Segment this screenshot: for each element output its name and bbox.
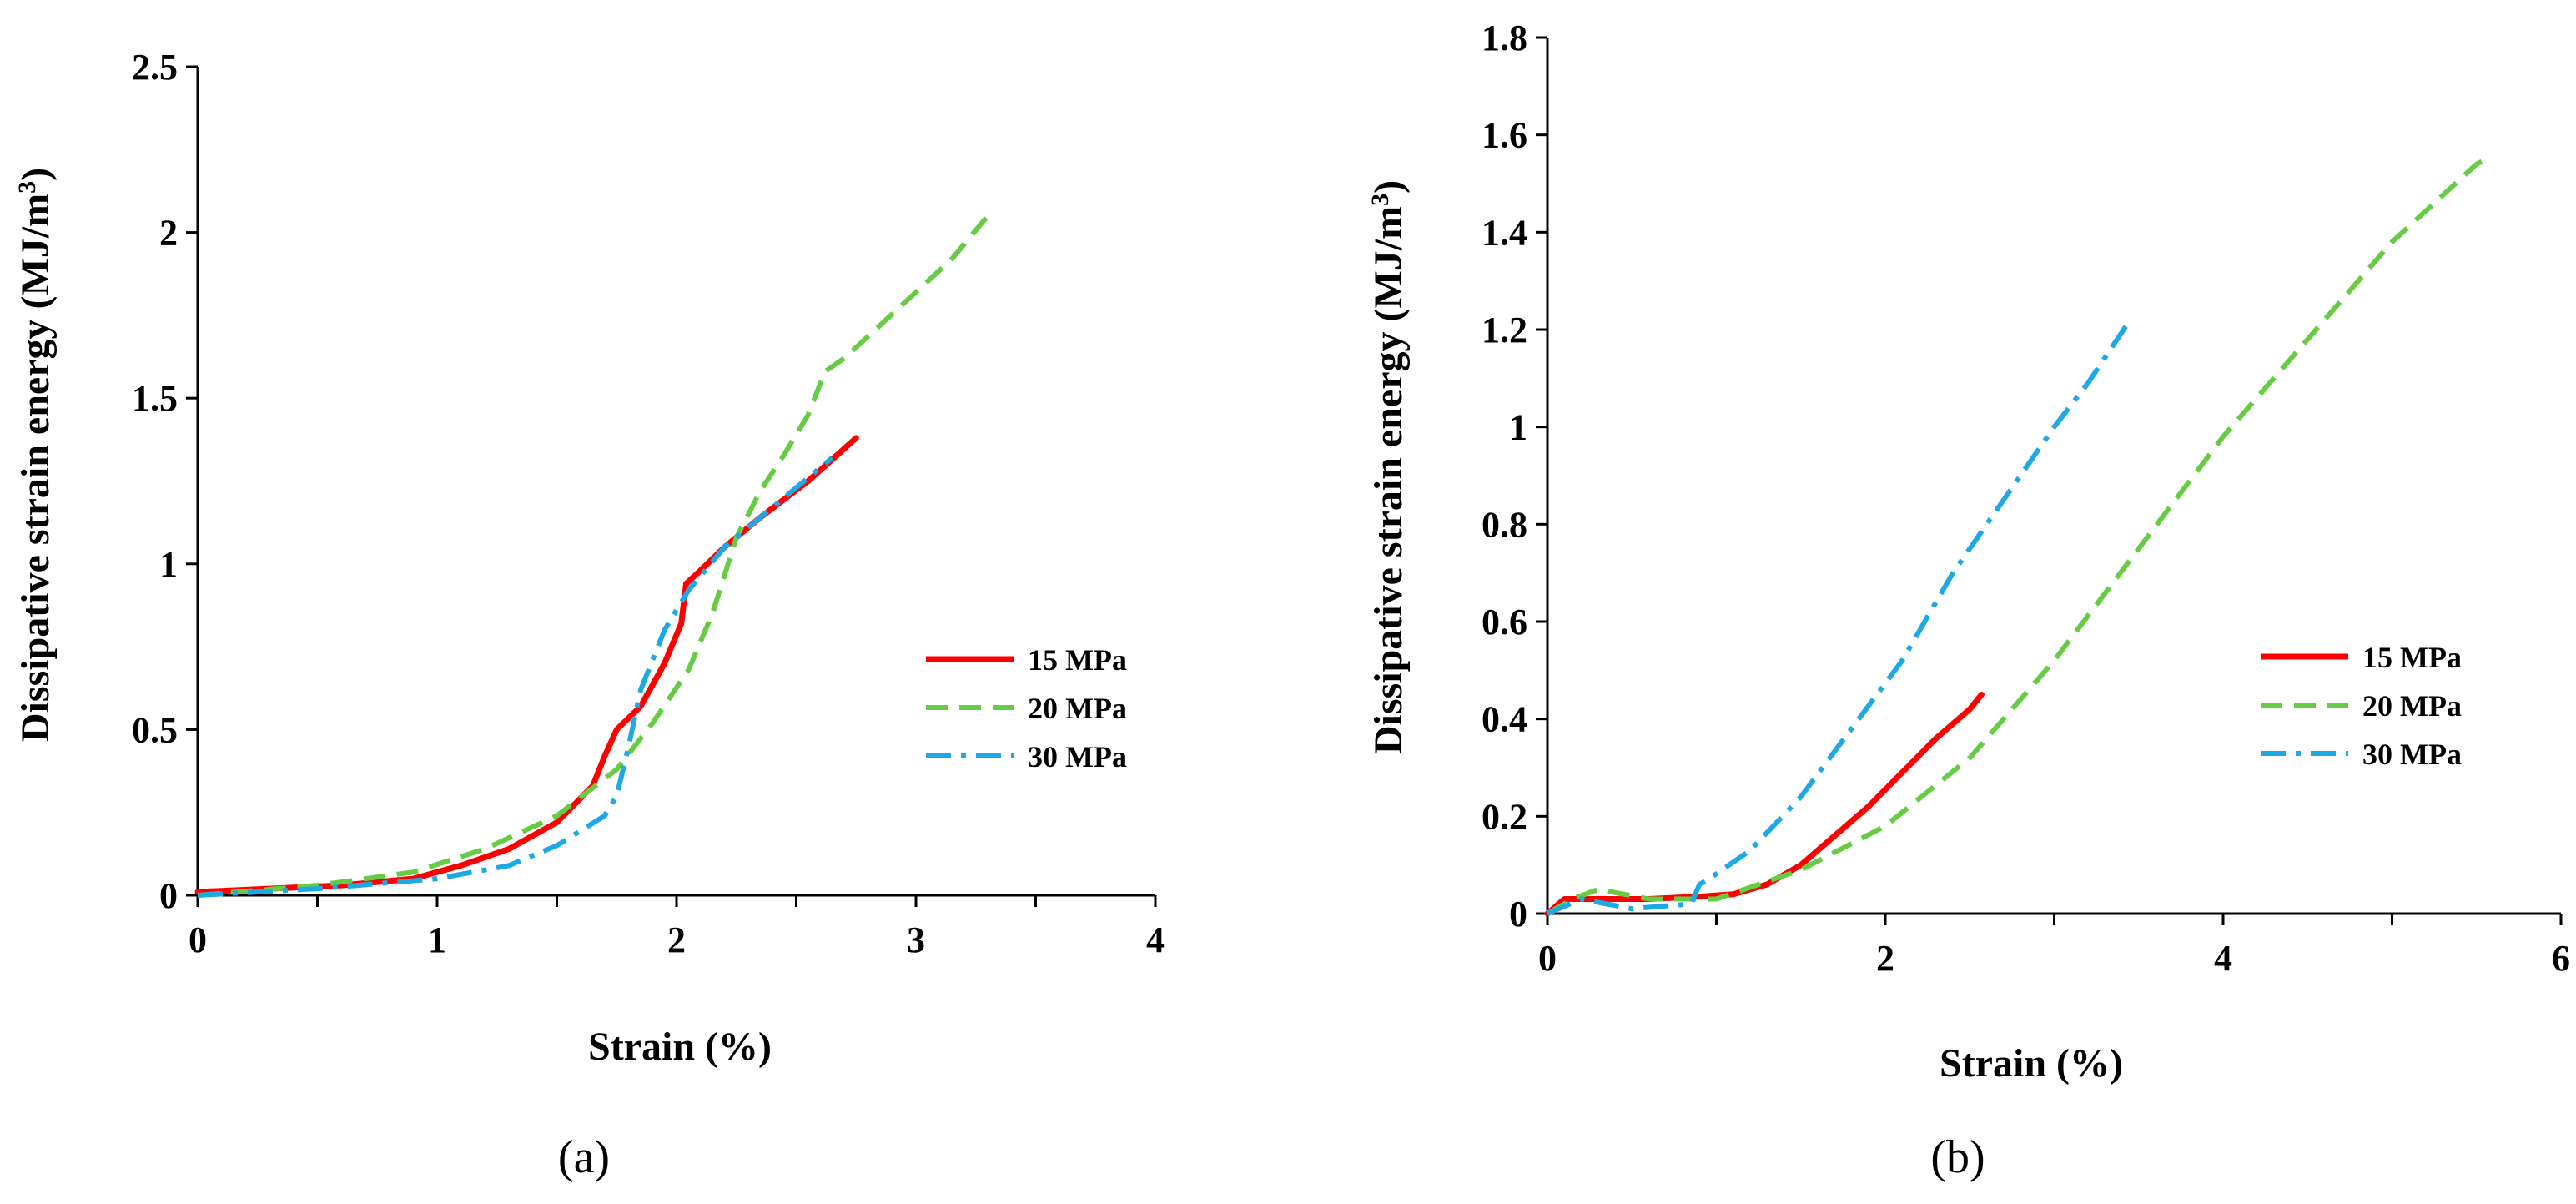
x-tick-label: 1 xyxy=(428,919,446,960)
y-tick-label: 1.5 xyxy=(132,378,178,419)
y-tick-label: 2 xyxy=(159,213,178,254)
y-tick-label: 2.5 xyxy=(132,47,178,88)
y-tick-label: 0.5 xyxy=(132,709,178,750)
legend-label: 30 MPa xyxy=(2362,738,2462,771)
x-axis-title-b: Strain (%) xyxy=(1940,1041,2123,1086)
series-line-20-mpa xyxy=(1546,157,2488,916)
axes-a: 0 0.5 1 1.5 2 2.5 0 1 2 3 4 xyxy=(132,47,1165,960)
y-axis-title-b: Dissipative strain energy (MJ/m3) xyxy=(1366,180,1411,754)
series-line-15-mpa xyxy=(1544,692,1985,917)
series-line-15-mpa xyxy=(194,435,859,895)
y-axis-title-a: Dissipative strain energy (MJ/m3) xyxy=(13,168,58,742)
y-tick-label: 0.4 xyxy=(1482,699,1527,740)
series-line-20-mpa xyxy=(197,214,990,898)
y-tick-label: 0.6 xyxy=(1482,602,1527,642)
x-tick-label: 6 xyxy=(2552,938,2570,979)
y-tick-label: 0 xyxy=(159,875,178,916)
x-tick-label: 2 xyxy=(667,919,686,960)
legend-label: 15 MPa xyxy=(2362,641,2462,674)
panel-label-a: (a) xyxy=(558,1131,610,1183)
chart-panel-a: 0 0.5 1 1.5 2 2.5 0 1 2 3 4 15 MPa 20 MPa 30 MPa Str… xyxy=(13,47,1165,1183)
x-tick-label: 3 xyxy=(907,919,925,960)
panel-label-b: (b) xyxy=(1930,1131,1985,1183)
y-tick-label: 0 xyxy=(1509,894,1527,934)
legend-label: 30 MPa xyxy=(1028,740,1127,773)
x-tick-label: 0 xyxy=(1538,938,1557,979)
y-tick-label: 1 xyxy=(1509,407,1527,448)
legend-label: 15 MPa xyxy=(1028,643,1127,677)
x-axis-title-a: Strain (%) xyxy=(588,1025,772,1069)
legend-label: 20 MPa xyxy=(2362,689,2462,723)
y-tick-label: 0.8 xyxy=(1482,504,1527,545)
y-tick-label: 0.2 xyxy=(1482,796,1527,837)
series-b: 15 MPa 20 MPa 30 MPa xyxy=(1544,157,2488,917)
x-tick-label: 2 xyxy=(1876,938,1894,979)
chart-panel-b: 0 0.2 0.4 0.6 0.8 1 1.2 1.4 1.6 1.8 0 2 4 6 15 MPa 20 … xyxy=(1366,18,2571,1183)
y-tick-label: 1 xyxy=(159,544,178,585)
series-line-30-mpa xyxy=(1546,323,2130,916)
y-tick-label: 1.4 xyxy=(1482,212,1527,253)
legend-label: 20 MPa xyxy=(1028,692,1127,725)
x-tick-label: 0 xyxy=(189,919,207,960)
series-a: 15 MPa 20 MPa 30 MPa xyxy=(194,214,1127,898)
x-tick-label: 4 xyxy=(2214,938,2232,979)
y-tick-label: 1.6 xyxy=(1482,115,1527,156)
axes-b: 0 0.2 0.4 0.6 0.8 1 1.2 1.4 1.6 1.8 0 2 4 6 xyxy=(1482,18,2570,979)
y-tick-label: 1.2 xyxy=(1482,310,1527,350)
y-tick-label: 1.8 xyxy=(1482,18,1527,58)
x-tick-label: 4 xyxy=(1146,919,1165,960)
series-line-30-mpa xyxy=(197,456,834,898)
